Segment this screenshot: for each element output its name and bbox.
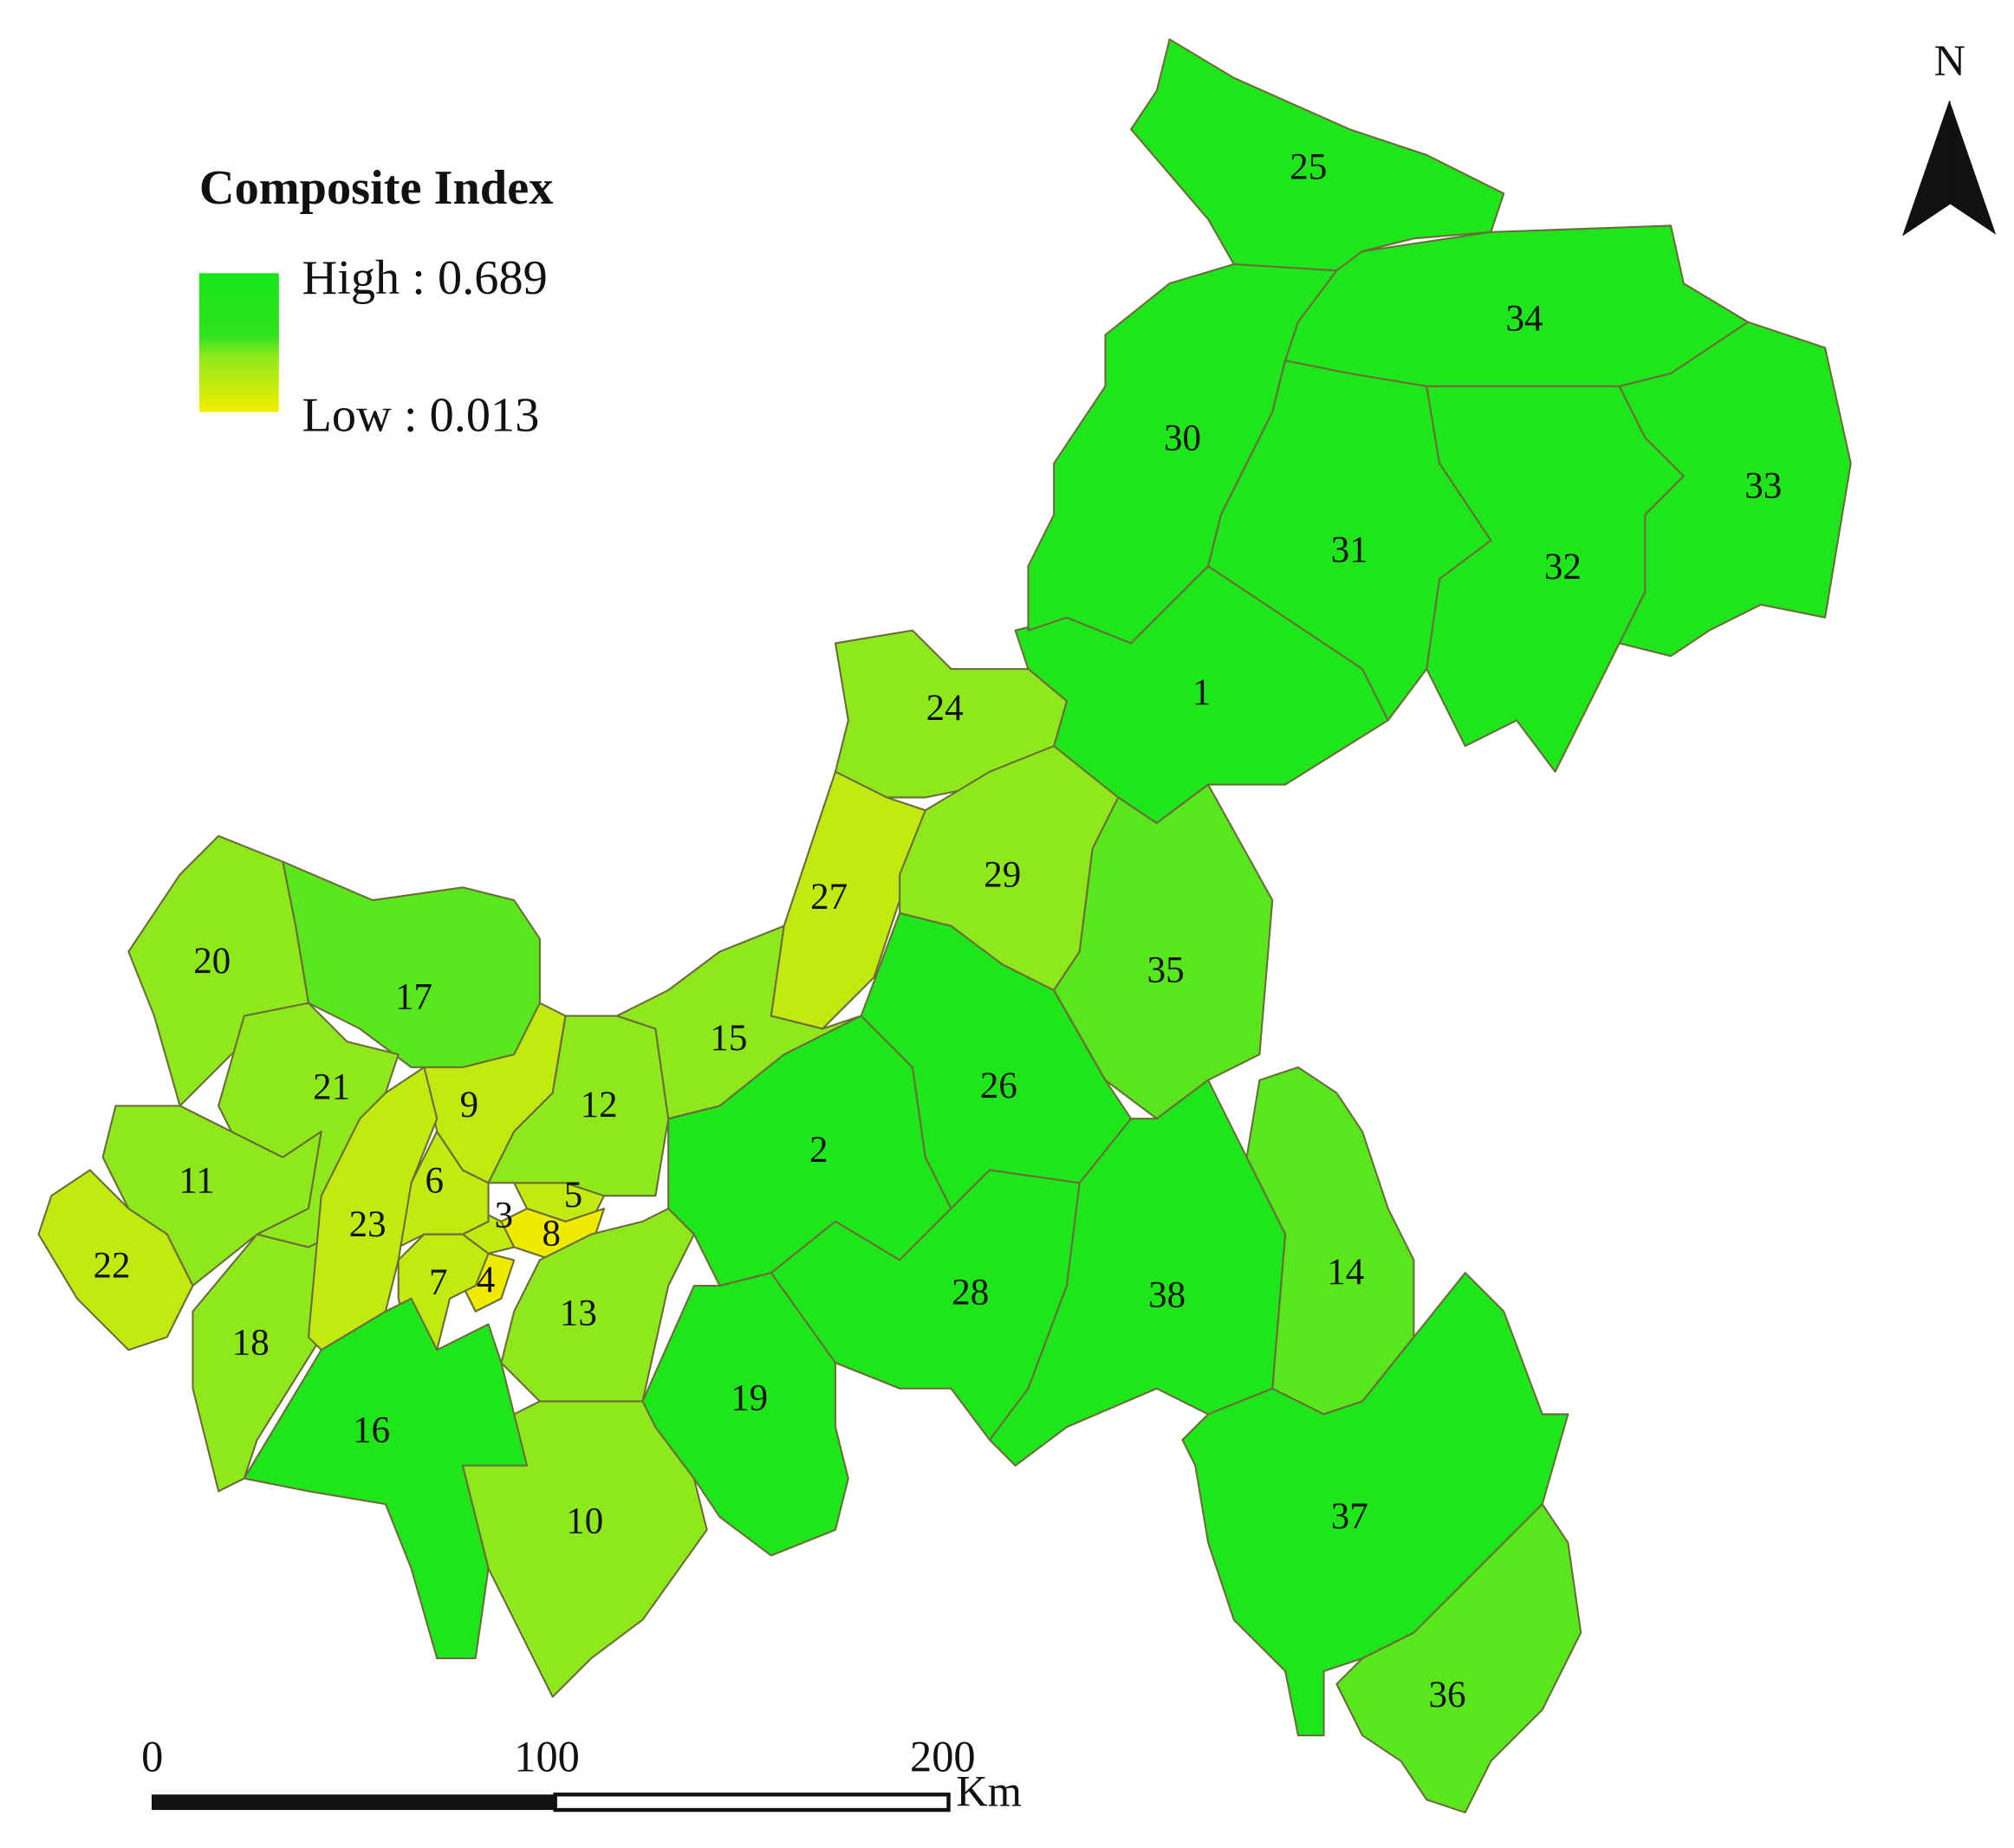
region-label-38: 38 xyxy=(1148,1275,1186,1316)
region-label-15: 15 xyxy=(710,1018,747,1059)
region-label-20: 20 xyxy=(193,941,231,982)
legend-low-label: Low : 0.013 xyxy=(302,389,540,443)
region-label-29: 29 xyxy=(984,855,1021,896)
region-21 xyxy=(218,1002,400,1248)
region-label-36: 36 xyxy=(1428,1675,1465,1715)
region-label-13: 13 xyxy=(560,1293,597,1333)
region-label-2: 2 xyxy=(809,1130,828,1170)
region-label-11: 11 xyxy=(179,1161,214,1202)
region-27 xyxy=(770,770,926,1030)
region-38 xyxy=(988,1079,1287,1467)
region-label-21: 21 xyxy=(313,1067,350,1107)
region-label-18: 18 xyxy=(232,1323,270,1364)
region-label-37: 37 xyxy=(1331,1496,1368,1537)
regions-layer xyxy=(37,38,1852,1814)
region-label-26: 26 xyxy=(980,1066,1017,1106)
region-label-22: 22 xyxy=(94,1246,131,1287)
region-label-7: 7 xyxy=(429,1262,448,1303)
region-label-35: 35 xyxy=(1147,950,1185,990)
region-25 xyxy=(1130,38,1505,272)
region-label-23: 23 xyxy=(349,1204,387,1245)
region-label-6: 6 xyxy=(426,1161,445,1202)
region-label-9: 9 xyxy=(460,1085,479,1125)
region-label-8: 8 xyxy=(542,1214,561,1255)
region-13 xyxy=(500,1207,695,1403)
scale-unit: Km xyxy=(956,1767,1022,1816)
region-16 xyxy=(243,1297,529,1660)
region-label-1: 1 xyxy=(1192,672,1212,713)
north-arrow-icon xyxy=(1949,101,1997,235)
region-label-3: 3 xyxy=(495,1196,514,1236)
region-label-4: 4 xyxy=(477,1260,496,1300)
scale-bar: 0 100 200 Km xyxy=(141,1733,1022,1816)
legend: Composite Index High : 0.689 Low : 0.013 xyxy=(198,161,554,443)
legend-high-label: High : 0.689 xyxy=(302,251,548,305)
region-label-30: 30 xyxy=(1164,418,1201,458)
region-23 xyxy=(307,1066,439,1352)
scale-tick-100: 100 xyxy=(514,1733,580,1781)
scale-tick-200: 200 xyxy=(910,1733,976,1781)
region-label-19: 19 xyxy=(731,1378,768,1418)
region-labels-layer: 1234567891011121314151617181920212223242… xyxy=(94,147,1783,1715)
region-33 xyxy=(1618,321,1852,658)
region-15 xyxy=(615,924,862,1120)
region-label-34: 34 xyxy=(1505,299,1543,340)
region-34 xyxy=(1284,224,1750,387)
scale-bar-white-segment xyxy=(553,1793,951,1812)
region-label-5: 5 xyxy=(564,1175,583,1216)
scale-tick-0: 0 xyxy=(141,1733,163,1781)
north-label: N xyxy=(1934,36,1965,85)
region-label-16: 16 xyxy=(353,1410,390,1450)
region-label-32: 32 xyxy=(1544,547,1582,587)
region-label-31: 31 xyxy=(1331,530,1368,571)
region-22 xyxy=(37,1169,194,1352)
region-label-10: 10 xyxy=(566,1501,603,1542)
north-arrow: N xyxy=(1902,36,1997,237)
region-19 xyxy=(641,1272,849,1557)
legend-color-ramp xyxy=(198,273,279,412)
region-label-12: 12 xyxy=(581,1085,618,1125)
region-label-25: 25 xyxy=(1290,147,1327,188)
region-label-24: 24 xyxy=(926,688,964,729)
region-label-33: 33 xyxy=(1744,465,1782,506)
region-label-27: 27 xyxy=(810,877,848,918)
region-label-28: 28 xyxy=(952,1273,989,1313)
region-label-14: 14 xyxy=(1327,1252,1364,1293)
legend-title: Composite Index xyxy=(199,161,554,215)
region-label-17: 17 xyxy=(395,977,432,1018)
scale-bar-black-segment xyxy=(152,1794,555,1811)
